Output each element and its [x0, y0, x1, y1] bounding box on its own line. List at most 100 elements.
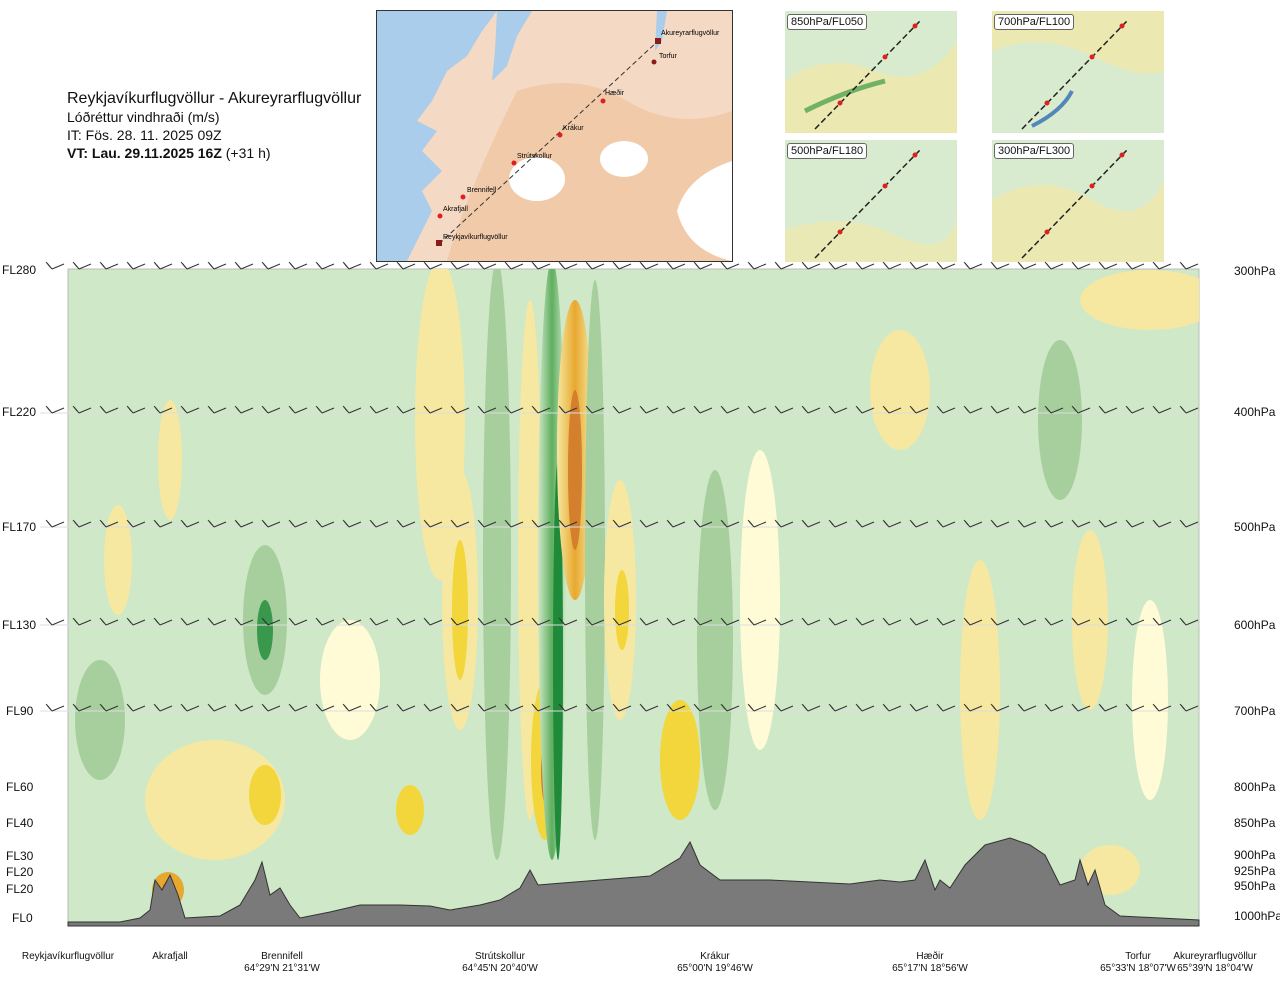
mini-700-band	[1031, 90, 1074, 128]
wind-barb	[99, 405, 119, 414]
wind-barb	[153, 405, 173, 414]
wind-barb	[1179, 261, 1199, 270]
mini-500-point	[882, 183, 888, 189]
field-patch	[960, 560, 1000, 820]
fl-label: FL280	[2, 263, 36, 277]
wind-barb	[1125, 703, 1145, 712]
field-patch	[1132, 600, 1168, 800]
location-coord: 65°33'N 18°07'W	[1100, 963, 1176, 974]
chart-subtitle: Lóðréttur vindhraði (m/s)	[67, 109, 220, 125]
field-patch	[870, 330, 930, 450]
wind-barb	[1071, 703, 1091, 712]
wind-barb	[1044, 519, 1064, 528]
wind-barb	[450, 703, 470, 712]
location-name: Reykjavíkurflugvöllur	[21, 951, 115, 962]
mini-500-route	[814, 149, 921, 259]
wind-barb	[315, 519, 335, 528]
sea-west	[377, 11, 497, 261]
marker-krakur	[557, 132, 563, 138]
wind-barb	[693, 617, 713, 626]
wind-barb	[963, 703, 983, 712]
fl-label: FL40	[6, 816, 34, 830]
wind-barb	[126, 405, 146, 414]
wind-barb	[882, 703, 902, 712]
location-coord: 64°29'N 21°31'W	[244, 963, 320, 974]
wind-barb	[963, 519, 983, 528]
marker-haedir	[600, 98, 606, 104]
wind-barb	[153, 519, 173, 528]
wind-barb	[1017, 261, 1037, 270]
wind-barb	[612, 703, 632, 712]
wind-barb	[612, 261, 632, 270]
wind-barb	[585, 703, 605, 712]
marker-akrafjall	[437, 213, 443, 219]
location-name: Krákur	[700, 951, 730, 962]
wind-barb	[315, 617, 335, 626]
wind-barb	[936, 519, 956, 528]
map-label-krakur: Krákur	[563, 125, 584, 132]
wind-barb	[45, 617, 65, 626]
mini-850-band	[803, 78, 886, 114]
issue-time: IT: Fös. 28. 11. 2025 09Z	[67, 127, 222, 143]
wind-barb	[990, 519, 1010, 528]
wind-barb	[153, 703, 173, 712]
wind-barb	[639, 703, 659, 712]
wind-barb	[261, 261, 281, 270]
wind-barb	[720, 405, 740, 414]
wind-barb	[1179, 519, 1199, 528]
wind-barb	[1071, 617, 1091, 626]
marker-strutskollur	[511, 160, 517, 166]
wind-barb	[234, 703, 254, 712]
route-title: Reykjavíkurflugvöllur - Akureyrarflugvöl…	[67, 90, 362, 107]
field-patch	[320, 620, 380, 740]
mini-map-850: 850hPa/FL050	[785, 11, 957, 133]
wind-barb	[558, 405, 578, 414]
mini-map-700: 700hPa/FL100	[992, 11, 1164, 133]
location-coord: 64°45'N 20°40'W	[462, 963, 538, 974]
mini-850-point	[882, 54, 888, 60]
wind-barb	[126, 519, 146, 528]
wind-barb	[1152, 617, 1172, 626]
hpa-label: 300hPa	[1234, 264, 1276, 278]
valid-time-label: VT: Lau. 29.11.2025 16Z	[67, 145, 222, 161]
left-axis-labels: FL280 FL220 FL170 FL130 FL90 FL60 FL40 F…	[2, 263, 36, 925]
fl-label: FL60	[6, 780, 34, 794]
mini-map-500-label: 500hPa/FL180	[787, 143, 868, 159]
field-patch	[697, 470, 733, 810]
marker-brennifell	[460, 194, 466, 200]
fl-label: FL20	[6, 865, 34, 879]
wind-barb	[801, 405, 821, 414]
location-reykjavik: Reykjavíkurflugvöllur	[18, 951, 118, 963]
wind-barb	[1044, 703, 1064, 712]
wind-barb	[396, 405, 416, 414]
wind-barb	[1071, 261, 1091, 270]
wind-barb	[612, 519, 632, 528]
wind-barb	[1098, 703, 1118, 712]
wind-barb	[747, 405, 767, 414]
wind-barb	[1179, 405, 1199, 414]
wind-barb	[1179, 617, 1199, 626]
field-patch	[518, 300, 542, 820]
mini-map-700-label: 700hPa/FL100	[994, 14, 1075, 30]
wind-barb	[855, 617, 875, 626]
wind-barb	[504, 703, 524, 712]
wind-barb	[1125, 617, 1145, 626]
mini-map-300-svg	[992, 149, 1164, 262]
wind-barb	[1152, 703, 1172, 712]
wind-barb	[747, 617, 767, 626]
wind-barb	[774, 617, 794, 626]
wind-barb	[720, 261, 740, 270]
wind-barb	[855, 261, 875, 270]
wind-barb	[153, 617, 173, 626]
wind-barb	[963, 617, 983, 626]
valid-time-offset: (+31 h)	[225, 145, 271, 161]
wind-barb	[666, 405, 686, 414]
wind-barb	[990, 617, 1010, 626]
mini-map-300-label: 300hPa/FL300	[994, 143, 1075, 159]
location-name: Strútskollur	[474, 951, 525, 962]
location-name: Akrafjall	[152, 951, 188, 962]
wind-barb	[1179, 703, 1199, 712]
marker-akureyri	[655, 38, 661, 44]
wind-barb	[909, 519, 929, 528]
wind-barb	[909, 261, 929, 270]
